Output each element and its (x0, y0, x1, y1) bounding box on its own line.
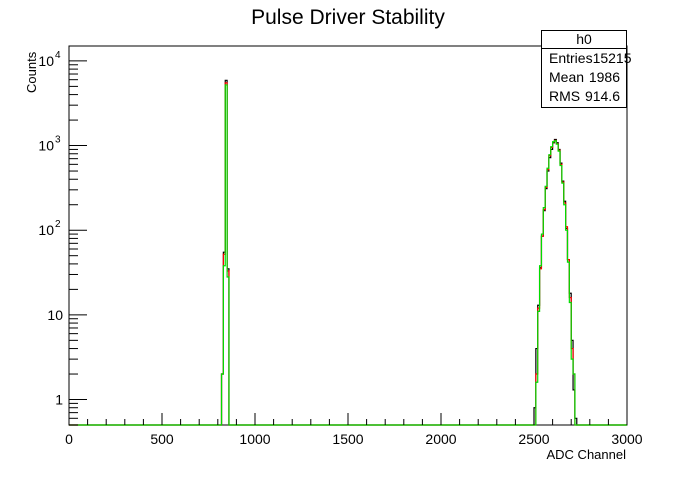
y-tick-label: 10 4 (38, 50, 61, 69)
stats-row-entries: Entries 15215 (542, 49, 632, 68)
y-tick-label: 10 (47, 307, 63, 323)
y-tick-label-base: 10 (38, 138, 54, 154)
x-tick-label: 2500 (518, 431, 549, 447)
stats-value: 15215 (592, 50, 632, 66)
y-tick-label: 1 (55, 392, 63, 408)
x-tick-label: 3000 (611, 431, 642, 447)
stats-label: RMS (549, 88, 581, 104)
chart-title: Pulse Driver Stability (251, 6, 445, 29)
y-tick-label: 10 2 (38, 219, 61, 238)
x-axis-label: ADC Channel (547, 447, 627, 462)
x-tick-label: 1000 (239, 431, 270, 447)
histogram-series-0 (69, 79, 627, 426)
x-tick-label: 0 (65, 431, 73, 447)
histogram-series-2 (69, 84, 627, 426)
stats-label: Mean (549, 69, 585, 85)
y-tick-label-exponent: 3 (55, 135, 61, 146)
y-tick-label-exponent: 2 (55, 219, 61, 230)
histogram-series-1 (69, 82, 627, 426)
stats-label: Entries (549, 50, 593, 66)
y-tick-label-base: 10 (38, 222, 54, 238)
stats-value: 1986 (588, 69, 620, 85)
stats-box: h0 Entries 15215 Mean 1986 RMS 914.6 (541, 30, 632, 108)
y-tick-label-base: 10 (38, 53, 54, 69)
y-axis-label: Counts (24, 51, 39, 93)
x-tick-label: 2000 (425, 431, 456, 447)
y-tick-label-exponent: 4 (55, 50, 61, 61)
stats-value: 914.6 (584, 88, 620, 104)
x-tick-label: 500 (150, 431, 174, 447)
stats-row-mean: Mean 1986 (542, 68, 626, 87)
y-tick-label: 10 3 (38, 135, 61, 154)
stats-title: h0 (542, 31, 626, 49)
stats-row-rms: RMS 914.6 (542, 87, 626, 106)
x-tick-label: 1500 (332, 431, 363, 447)
